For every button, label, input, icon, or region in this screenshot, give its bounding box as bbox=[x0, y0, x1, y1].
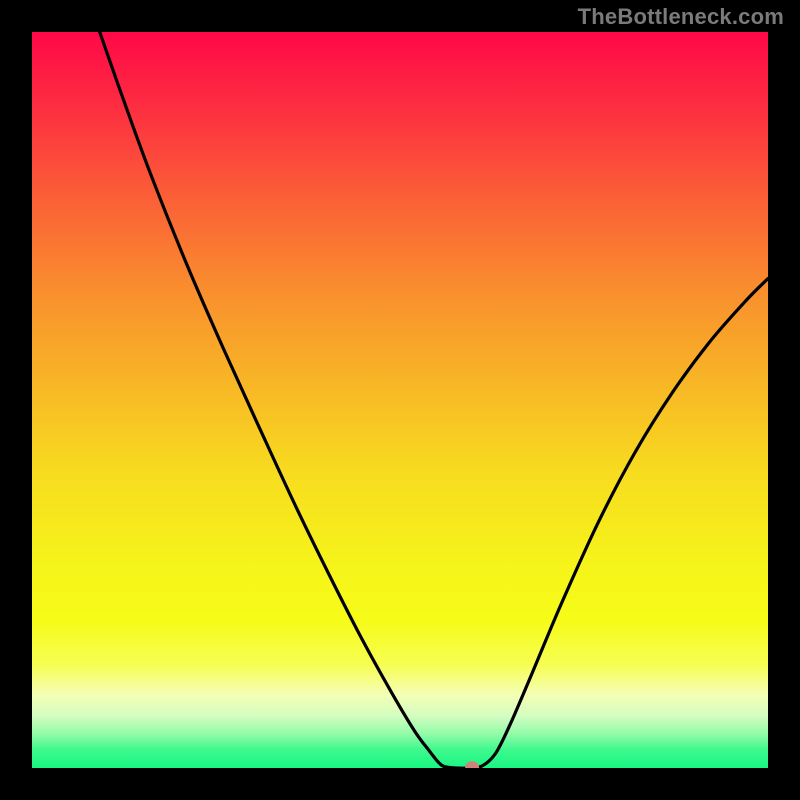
plot-area bbox=[32, 32, 768, 768]
chart-svg bbox=[32, 32, 768, 768]
watermark-text: TheBottleneck.com bbox=[578, 4, 784, 30]
gradient-background bbox=[32, 32, 768, 768]
chart-container: TheBottleneck.com bbox=[0, 0, 800, 800]
